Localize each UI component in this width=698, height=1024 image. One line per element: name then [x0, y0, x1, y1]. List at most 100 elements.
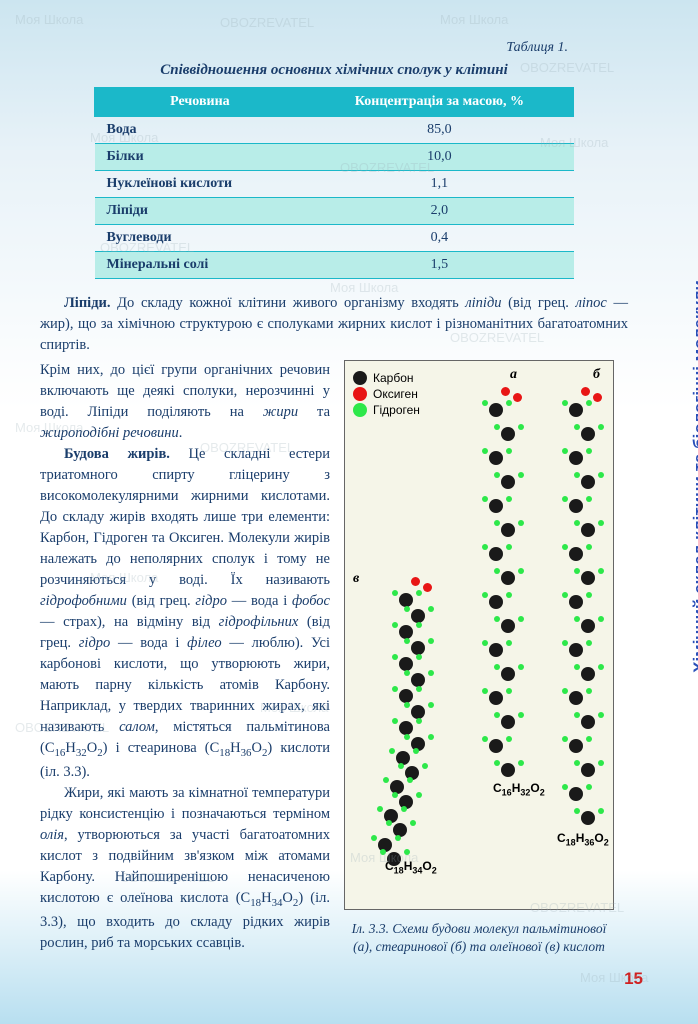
atom-carbon: [501, 475, 515, 489]
atom-hydrogen: [392, 792, 398, 798]
atom-carbon: [411, 641, 425, 655]
atom-carbon: [399, 593, 413, 607]
cell-substance: Вода: [95, 117, 306, 144]
page-number: 15: [624, 969, 643, 989]
atom-carbon: [581, 475, 595, 489]
table-title: Співвідношення основних хімічних сполук …: [40, 62, 628, 79]
atom-hydrogen: [380, 849, 386, 855]
atom-hydrogen: [562, 592, 568, 598]
atom-carbon: [399, 625, 413, 639]
atom-hydrogen: [482, 736, 488, 742]
atom-hydrogen: [506, 736, 512, 742]
atom-hydrogen: [428, 670, 434, 676]
atom-hydrogen: [598, 616, 604, 622]
atom-hydrogen: [494, 424, 500, 430]
atom-hydrogen: [586, 688, 592, 694]
atom-hydrogen: [574, 616, 580, 622]
atom-carbon: [489, 691, 503, 705]
atom-oxygen: [423, 583, 432, 592]
atom-hydrogen: [413, 748, 419, 754]
atom-carbon: [399, 657, 413, 671]
atom-hydrogen: [574, 472, 580, 478]
atom-hydrogen: [574, 664, 580, 670]
atom-hydrogen: [392, 590, 398, 596]
atom-carbon: [569, 595, 583, 609]
paragraph-2: Будова жирів. Це складні естери триатомн…: [40, 444, 330, 783]
molecule-panel-label: в: [353, 571, 359, 587]
atom-hydrogen: [506, 496, 512, 502]
atom-carbon: [501, 715, 515, 729]
atom-carbon: [581, 715, 595, 729]
cell-substance: Вуглеводи: [95, 225, 306, 252]
table-row: Білки10,0: [95, 144, 574, 171]
atom-hydrogen: [562, 448, 568, 454]
atom-carbon: [501, 763, 515, 777]
table-row: Нуклеїнові кислоти1,1: [95, 171, 574, 198]
atom-hydrogen: [416, 718, 422, 724]
atom-hydrogen: [518, 472, 524, 478]
legend-item: Карбон: [353, 371, 605, 385]
atom-carbon: [489, 499, 503, 513]
atom-hydrogen: [392, 718, 398, 724]
atom-carbon: [489, 547, 503, 561]
figure-caption: Іл. 3.3. Схеми будови молекул пальмітино…: [344, 920, 614, 956]
atom-hydrogen: [518, 424, 524, 430]
atom-oxygen: [581, 387, 590, 396]
atom-hydrogen: [404, 606, 410, 612]
atom-oxygen: [513, 393, 522, 402]
atom-carbon: [569, 499, 583, 513]
atom-carbon: [411, 609, 425, 623]
atom-carbon: [501, 667, 515, 681]
table-row: Ліпіди2,0: [95, 198, 574, 225]
atom-carbon: [581, 811, 595, 825]
atom-hydrogen: [574, 424, 580, 430]
atom-hydrogen: [398, 763, 404, 769]
cell-substance: Білки: [95, 144, 306, 171]
atom-hydrogen: [598, 520, 604, 526]
atom-hydrogen: [404, 849, 410, 855]
atom-hydrogen: [598, 808, 604, 814]
atom-hydrogen: [404, 638, 410, 644]
atom-hydrogen: [401, 806, 407, 812]
atom-hydrogen: [562, 736, 568, 742]
atom-hydrogen: [428, 702, 434, 708]
cell-value: 1,5: [305, 252, 573, 279]
cell-value: 2,0: [305, 198, 573, 225]
atom-hydrogen: [395, 835, 401, 841]
table-row: Мінеральні солі1,5: [95, 252, 574, 279]
atom-hydrogen: [506, 448, 512, 454]
atom-hydrogen: [386, 820, 392, 826]
atom-hydrogen: [428, 606, 434, 612]
atom-hydrogen: [494, 472, 500, 478]
atom-hydrogen: [428, 638, 434, 644]
atom-carbon: [411, 705, 425, 719]
atom-hydrogen: [586, 592, 592, 598]
molecule-panel-label: а: [510, 367, 517, 383]
atom-carbon: [581, 523, 595, 537]
cell-substance: Мінеральні солі: [95, 252, 306, 279]
atom-oxygen: [411, 577, 420, 586]
atom-carbon: [569, 547, 583, 561]
atom-hydrogen: [586, 640, 592, 646]
th-concentration: Концентрація за масою, %: [305, 88, 573, 117]
atom-hydrogen: [407, 777, 413, 783]
atom-hydrogen: [494, 712, 500, 718]
atom-oxygen: [593, 393, 602, 402]
atom-hydrogen: [392, 654, 398, 660]
atom-hydrogen: [494, 760, 500, 766]
atom-carbon: [399, 721, 413, 735]
atom-carbon: [399, 689, 413, 703]
atom-carbon: [489, 595, 503, 609]
atom-hydrogen: [494, 568, 500, 574]
atom-hydrogen: [574, 568, 580, 574]
paragraph-3: Жири, які мають за кімнатної температури…: [40, 783, 330, 954]
atom-hydrogen: [562, 640, 568, 646]
atom-hydrogen: [416, 686, 422, 692]
cell-substance: Нуклеїнові кислоти: [95, 171, 306, 198]
atom-hydrogen: [482, 592, 488, 598]
cell-substance: Ліпіди: [95, 198, 306, 225]
atom-hydrogen: [404, 670, 410, 676]
atom-hydrogen: [518, 520, 524, 526]
legend-dot: [353, 403, 367, 417]
table-row: Вуглеводи0,4: [95, 225, 574, 252]
